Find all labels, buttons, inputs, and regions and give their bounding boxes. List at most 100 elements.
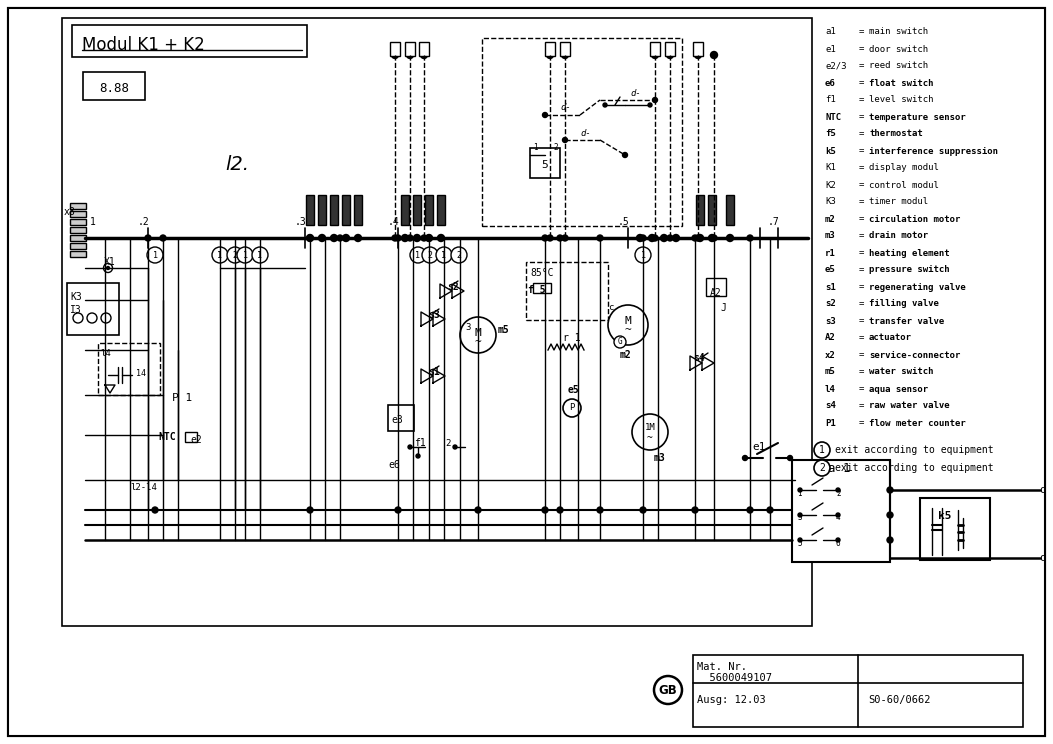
Text: =: = bbox=[859, 95, 865, 104]
Circle shape bbox=[660, 234, 668, 242]
Text: I3: I3 bbox=[69, 305, 82, 315]
Circle shape bbox=[437, 234, 444, 242]
Text: s3: s3 bbox=[824, 316, 836, 326]
Circle shape bbox=[420, 51, 428, 59]
Text: GB: GB bbox=[658, 684, 677, 696]
Text: Mat. Nr.: Mat. Nr. bbox=[697, 662, 747, 672]
Circle shape bbox=[152, 507, 158, 513]
Text: =: = bbox=[859, 266, 865, 275]
Circle shape bbox=[636, 234, 643, 242]
Bar bbox=[69, 219, 86, 225]
Text: Ausg: 12.03: Ausg: 12.03 bbox=[697, 695, 766, 705]
Circle shape bbox=[547, 51, 554, 59]
Text: ~: ~ bbox=[624, 325, 632, 335]
Circle shape bbox=[87, 313, 97, 323]
Circle shape bbox=[331, 234, 338, 242]
Bar bbox=[636, 195, 644, 225]
Circle shape bbox=[426, 235, 432, 241]
Bar bbox=[708, 195, 716, 225]
Text: s4: s4 bbox=[693, 353, 704, 363]
Circle shape bbox=[640, 507, 645, 513]
Text: o L 1: o L 1 bbox=[1040, 553, 1053, 563]
Circle shape bbox=[542, 112, 548, 118]
Circle shape bbox=[307, 235, 313, 241]
Text: s3: s3 bbox=[428, 310, 440, 320]
Bar bbox=[648, 195, 656, 225]
Circle shape bbox=[635, 247, 651, 263]
Text: 3: 3 bbox=[465, 324, 471, 333]
Circle shape bbox=[425, 234, 433, 242]
Circle shape bbox=[695, 51, 701, 59]
Bar bbox=[660, 195, 668, 225]
Circle shape bbox=[103, 263, 113, 272]
Text: r1: r1 bbox=[824, 248, 836, 257]
Bar bbox=[354, 195, 362, 225]
Circle shape bbox=[406, 51, 414, 59]
Circle shape bbox=[562, 235, 568, 241]
Text: s4: s4 bbox=[824, 402, 836, 411]
Circle shape bbox=[742, 455, 748, 461]
Text: 1: 1 bbox=[258, 251, 262, 260]
Text: .4: .4 bbox=[388, 217, 400, 227]
Circle shape bbox=[408, 445, 412, 449]
Text: temperature sensor: temperature sensor bbox=[869, 112, 966, 121]
Text: 2: 2 bbox=[428, 251, 433, 260]
Bar bbox=[665, 42, 675, 56]
Circle shape bbox=[395, 507, 401, 513]
Bar bbox=[98, 343, 160, 395]
Circle shape bbox=[667, 51, 674, 59]
Bar bbox=[706, 278, 726, 296]
Text: control modul: control modul bbox=[869, 181, 939, 190]
Circle shape bbox=[711, 51, 717, 59]
Text: 1: 1 bbox=[441, 251, 446, 260]
Text: K3: K3 bbox=[69, 292, 82, 302]
Circle shape bbox=[836, 488, 840, 492]
Text: main switch: main switch bbox=[869, 28, 928, 36]
Circle shape bbox=[727, 234, 734, 242]
Text: NTC: NTC bbox=[158, 432, 176, 442]
Text: a 1: a 1 bbox=[828, 463, 851, 475]
Circle shape bbox=[237, 247, 253, 263]
Text: m2: m2 bbox=[824, 214, 836, 223]
Circle shape bbox=[814, 460, 830, 476]
Circle shape bbox=[451, 247, 466, 263]
Text: =: = bbox=[859, 368, 865, 376]
Circle shape bbox=[561, 51, 569, 59]
Circle shape bbox=[410, 247, 426, 263]
Text: =: = bbox=[859, 164, 865, 173]
Text: P1: P1 bbox=[824, 418, 836, 428]
Text: =: = bbox=[859, 112, 865, 121]
Circle shape bbox=[395, 235, 401, 241]
Circle shape bbox=[160, 235, 166, 241]
Text: s1: s1 bbox=[824, 283, 836, 292]
Text: circulation motor: circulation motor bbox=[869, 214, 960, 223]
Circle shape bbox=[767, 507, 773, 513]
Text: d-: d- bbox=[560, 103, 571, 112]
Text: m5: m5 bbox=[824, 368, 836, 376]
Bar bbox=[342, 195, 350, 225]
Bar bbox=[69, 227, 86, 233]
Circle shape bbox=[421, 235, 428, 241]
Text: f 5: f 5 bbox=[528, 285, 545, 295]
Text: =: = bbox=[859, 28, 865, 36]
Bar bbox=[482, 38, 682, 226]
Bar bbox=[526, 262, 608, 320]
Circle shape bbox=[652, 235, 658, 241]
Circle shape bbox=[747, 507, 753, 513]
Circle shape bbox=[747, 235, 753, 241]
Circle shape bbox=[649, 234, 656, 242]
Text: filling valve: filling valve bbox=[869, 300, 939, 309]
Circle shape bbox=[709, 234, 715, 242]
Bar bbox=[405, 42, 415, 56]
Text: heating element: heating element bbox=[869, 248, 950, 257]
Text: reed switch: reed switch bbox=[869, 62, 928, 71]
Text: d-: d- bbox=[630, 89, 640, 97]
Text: =: = bbox=[859, 418, 865, 428]
Circle shape bbox=[436, 247, 452, 263]
Bar bbox=[693, 655, 1024, 727]
Text: =: = bbox=[859, 214, 865, 223]
Text: f1: f1 bbox=[414, 438, 425, 448]
Text: interference suppression: interference suppression bbox=[869, 147, 998, 155]
Text: J: J bbox=[720, 303, 726, 313]
Circle shape bbox=[632, 414, 668, 450]
